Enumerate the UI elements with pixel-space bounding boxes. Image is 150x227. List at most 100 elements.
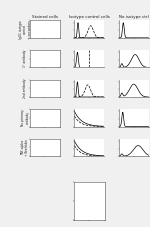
Point: [32, 65, 34, 68]
Point: [74, 211, 76, 215]
Point: [41, 60, 43, 64]
Point: [31, 123, 33, 127]
Point: [31, 27, 33, 31]
Point: [29, 152, 32, 155]
Point: [77, 218, 80, 222]
Point: [75, 218, 78, 222]
Point: [89, 201, 91, 204]
Point: [73, 216, 76, 219]
Point: [33, 32, 35, 36]
Point: [32, 30, 34, 34]
Point: [36, 93, 39, 97]
Point: [30, 122, 32, 126]
Point: [75, 216, 77, 220]
Point: [53, 143, 55, 146]
Point: [35, 62, 37, 65]
Point: [43, 58, 45, 61]
Point: [91, 202, 93, 206]
Point: [30, 95, 32, 99]
Point: [38, 124, 40, 127]
Point: [39, 94, 41, 98]
Point: [31, 64, 33, 68]
Point: [96, 192, 99, 195]
Point: [36, 93, 39, 96]
Point: [75, 209, 78, 213]
Point: [33, 30, 35, 33]
Point: [31, 64, 33, 68]
Point: [29, 123, 32, 127]
Point: [32, 149, 35, 153]
Point: [94, 196, 97, 199]
Point: [29, 152, 32, 155]
Point: [33, 151, 35, 155]
Point: [30, 34, 32, 38]
Point: [92, 218, 94, 222]
Point: [53, 83, 55, 87]
Point: [38, 62, 40, 65]
Point: [31, 36, 33, 39]
Point: [72, 215, 75, 218]
Point: [36, 150, 39, 153]
Point: [78, 218, 81, 221]
Point: [37, 91, 39, 94]
Point: [31, 36, 33, 40]
Point: [49, 121, 51, 124]
Point: [37, 65, 40, 69]
Point: [33, 62, 35, 66]
Point: [74, 207, 76, 211]
Point: [35, 122, 37, 126]
Point: [30, 150, 32, 154]
Point: [36, 152, 39, 156]
Point: [34, 92, 37, 96]
Point: [92, 201, 94, 204]
Point: [87, 201, 90, 205]
Point: [35, 154, 37, 157]
Point: [41, 62, 43, 65]
Point: [48, 26, 50, 30]
Point: [91, 216, 93, 220]
Point: [38, 30, 40, 34]
Point: [31, 95, 33, 98]
Point: [32, 65, 34, 69]
Point: [42, 59, 45, 63]
Point: [47, 64, 49, 67]
Point: [43, 31, 45, 35]
Point: [73, 212, 75, 216]
Point: [76, 212, 78, 215]
Point: [29, 122, 32, 126]
Point: [39, 154, 41, 158]
Point: [74, 217, 76, 221]
Point: [33, 151, 36, 155]
Point: [54, 141, 57, 144]
Point: [30, 64, 33, 68]
Point: [33, 95, 35, 99]
Point: [32, 153, 34, 157]
Point: [29, 64, 32, 67]
Point: [99, 190, 101, 193]
Point: [33, 122, 35, 125]
Point: [39, 59, 41, 62]
Point: [31, 152, 33, 156]
Point: [80, 212, 82, 215]
Point: [32, 64, 34, 67]
Point: [84, 207, 87, 211]
Point: [56, 22, 58, 26]
Point: [93, 196, 95, 200]
Point: [46, 116, 49, 120]
Point: [30, 62, 33, 65]
Point: [45, 56, 47, 59]
Point: [74, 216, 76, 219]
Point: [31, 65, 33, 69]
Point: [47, 114, 50, 118]
Point: [74, 218, 76, 222]
Point: [33, 60, 35, 64]
Point: [92, 197, 95, 200]
Point: [30, 124, 32, 128]
Point: [41, 148, 43, 152]
Point: [38, 87, 40, 90]
Point: [36, 35, 38, 39]
Point: [73, 212, 76, 216]
Point: [33, 91, 35, 94]
Point: [36, 93, 39, 96]
Point: [32, 35, 35, 39]
